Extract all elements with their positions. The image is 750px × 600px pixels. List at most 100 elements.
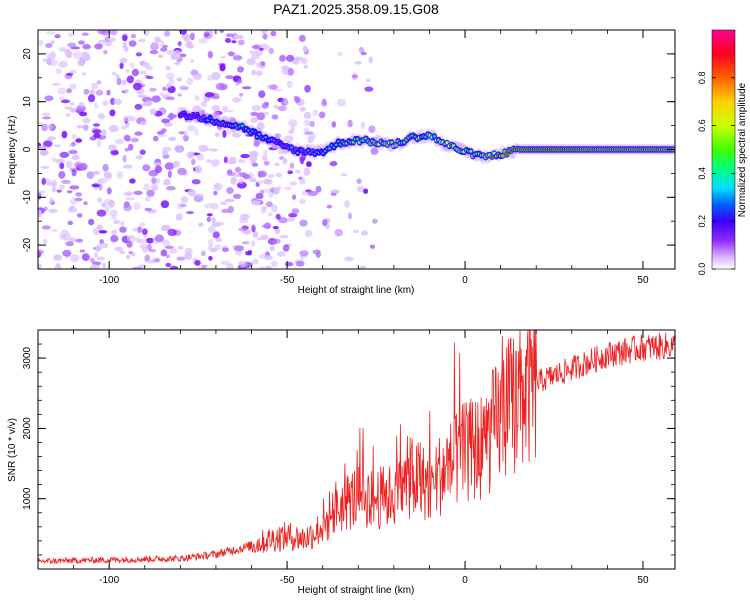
noise-blob xyxy=(273,187,280,195)
noise-blob xyxy=(103,198,113,205)
noise-blob xyxy=(204,92,215,98)
noise-blob xyxy=(134,131,143,136)
noise-blob xyxy=(130,137,139,143)
noise-blob xyxy=(76,105,86,112)
noise-blob xyxy=(286,217,295,222)
y-tick-label: 3000 xyxy=(22,347,33,370)
colorbar-gradient xyxy=(711,29,736,270)
noise-blob xyxy=(38,190,46,194)
noise-blob xyxy=(123,201,130,208)
noise-blob xyxy=(41,123,48,132)
noise-blob xyxy=(130,252,136,257)
noise-blob xyxy=(213,182,224,191)
noise-blob xyxy=(67,220,74,226)
noise-blob xyxy=(93,123,100,127)
noise-blob xyxy=(179,53,187,58)
noise-blob xyxy=(186,211,195,215)
noise-blob xyxy=(186,77,194,86)
noise-blob xyxy=(351,74,359,79)
noise-blob xyxy=(251,200,261,206)
noise-blob xyxy=(62,249,72,257)
noise-blob xyxy=(119,62,124,69)
noise-blob xyxy=(40,166,50,169)
noise-blob xyxy=(162,86,167,91)
noise-blob xyxy=(96,139,102,148)
noise-blob xyxy=(154,38,162,43)
noise-blob xyxy=(43,140,53,148)
noise-blob xyxy=(306,161,312,168)
noise-blob xyxy=(101,202,107,208)
noise-blob xyxy=(330,192,337,196)
noise-blob xyxy=(97,197,102,203)
noise-blob xyxy=(65,112,71,118)
snr-frame xyxy=(37,329,676,570)
noise-blob xyxy=(147,243,152,251)
colorbar-tick-label: 0.4 xyxy=(697,167,707,180)
noise-blob xyxy=(165,83,172,88)
ridge-core xyxy=(290,146,293,149)
noise-blob xyxy=(75,238,84,243)
noise-blob xyxy=(141,228,148,235)
noise-blob xyxy=(294,97,301,103)
noise-blob xyxy=(211,217,216,223)
noise-blob xyxy=(200,250,206,257)
noise-blob xyxy=(269,84,278,90)
noise-blob xyxy=(75,138,83,143)
noise-blob xyxy=(232,55,243,61)
noise-blob xyxy=(38,192,42,200)
colorbar-label: Normalized spectral amplitude xyxy=(737,82,748,217)
noise-blob xyxy=(55,263,61,267)
noise-blob xyxy=(263,178,273,185)
noise-blob xyxy=(176,161,181,168)
noise-blob xyxy=(239,260,248,268)
noise-blob xyxy=(255,70,263,76)
noise-blob xyxy=(144,100,153,107)
noise-blob xyxy=(198,222,204,227)
noise-blob xyxy=(245,251,251,256)
noise-blob xyxy=(207,238,214,247)
noise-blob xyxy=(97,30,105,35)
noise-blob xyxy=(139,221,146,227)
noise-blob xyxy=(232,193,242,199)
noise-blob xyxy=(274,88,283,92)
noise-blob xyxy=(110,149,119,156)
noise-blob xyxy=(299,198,306,205)
noise-blob xyxy=(238,227,247,232)
noise-blob xyxy=(272,225,279,230)
noise-blob xyxy=(70,69,77,74)
noise-blob xyxy=(302,190,307,196)
noise-blob xyxy=(237,66,244,73)
noise-blob xyxy=(149,108,157,115)
noise-blob xyxy=(233,34,244,40)
noise-blob xyxy=(53,144,61,148)
ridge-core xyxy=(183,112,187,115)
noise-blob xyxy=(166,186,176,191)
noise-blob xyxy=(144,207,152,212)
ridge-core xyxy=(253,130,257,134)
snr-x-ticks: -100 -50 0 50 xyxy=(37,330,649,586)
noise-blob xyxy=(126,75,134,84)
noise-blob xyxy=(167,113,178,119)
noise-blob xyxy=(61,179,71,184)
figure-title: PAZ1.2025.358.09.15.G08 xyxy=(273,1,439,17)
noise-blob xyxy=(340,173,348,177)
noise-blob xyxy=(352,229,360,234)
noise-blob xyxy=(258,170,267,178)
noise-blob xyxy=(177,41,182,47)
noise-blob xyxy=(132,266,142,269)
noise-blob xyxy=(277,105,287,112)
noise-blob xyxy=(303,111,312,120)
y-tick-label: -10 xyxy=(22,190,33,205)
noise-blob xyxy=(279,54,286,62)
noise-blob xyxy=(82,43,91,50)
noise-blob xyxy=(336,51,343,57)
noise-blob xyxy=(82,53,91,61)
noise-blob xyxy=(74,197,83,202)
y-tick-label: 2000 xyxy=(22,417,33,440)
noise-blob xyxy=(233,173,241,178)
snr-series-line xyxy=(38,330,675,565)
noise-blob xyxy=(123,164,133,169)
x-tick-label: -50 xyxy=(280,275,295,286)
noise-blob xyxy=(207,225,216,234)
